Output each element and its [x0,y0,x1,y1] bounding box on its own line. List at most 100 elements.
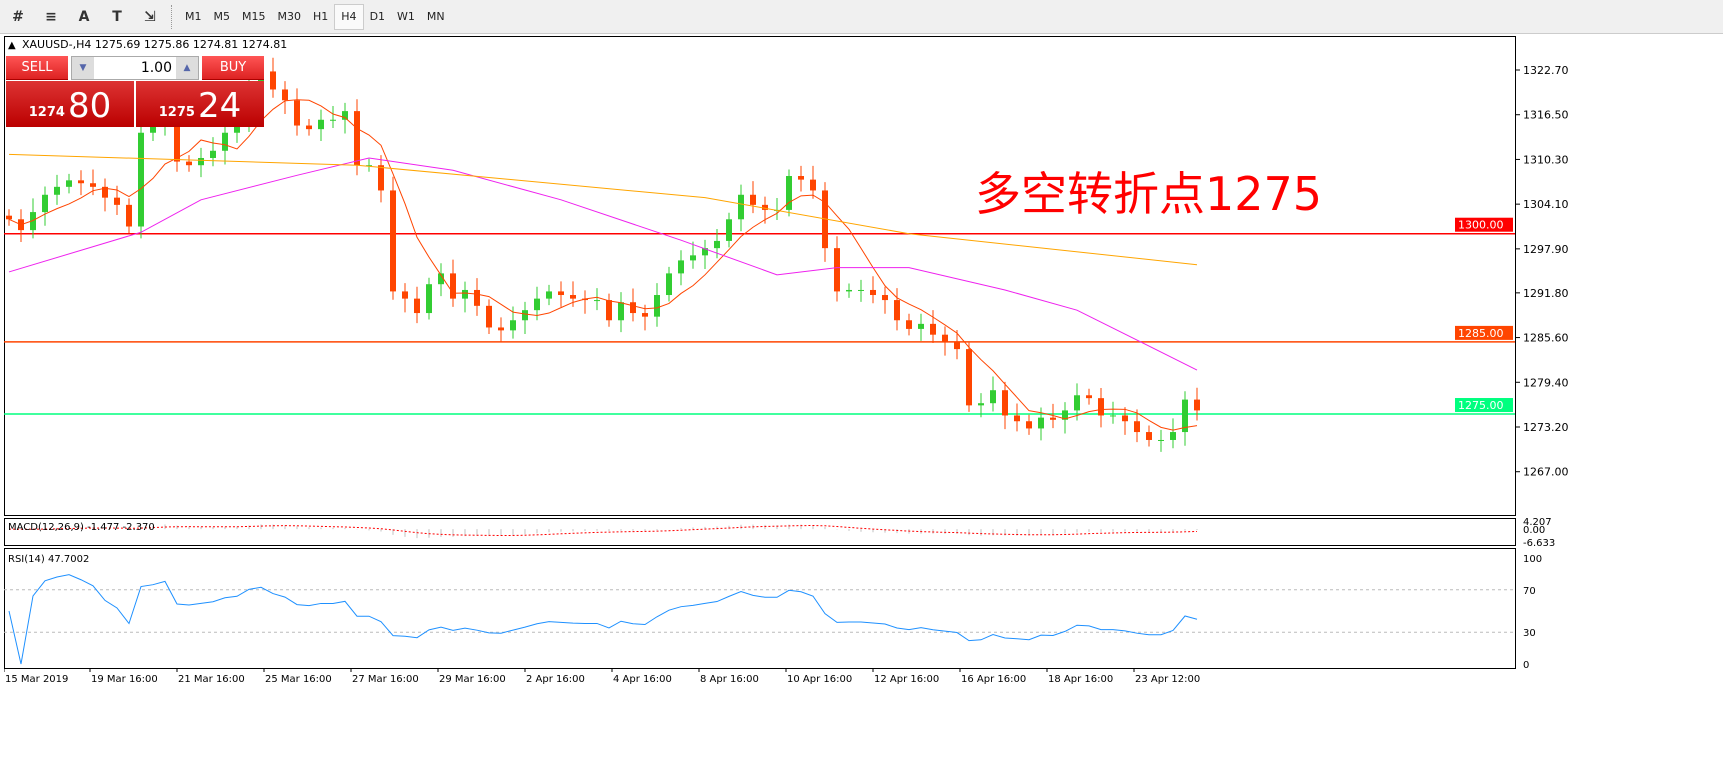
candle-body [930,323,936,335]
candle-body [594,300,600,302]
candle-body [1182,399,1188,433]
timeframe-m15[interactable]: M15 [242,10,266,23]
text-label-icon[interactable]: T [112,8,122,25]
price-tick-label: 1279.40 [1523,376,1569,389]
candle-body [498,327,504,331]
indicators-icon[interactable]: # [12,8,24,25]
timeframe-w1[interactable]: W1 [397,10,415,23]
time-tick-label: 25 Mar 16:00 [265,674,332,685]
time-tick-label: 27 Mar 16:00 [352,674,419,685]
sell-price-pips: 80 [67,86,112,126]
chart-window[interactable]: 1322.70 1316.50 1310.30 1304.10 1297.90 1291.… [3,36,1723,691]
timeframe-mn[interactable]: MN [426,10,445,23]
candle-body [918,323,924,329]
candle-body [114,197,120,205]
candle-body [942,334,948,342]
candle-body [1146,432,1152,440]
moving-average-fast [8,99,1198,431]
time-tick-label: 19 Mar 16:00 [91,674,158,685]
arrows-icon[interactable]: ⇲ [144,8,156,25]
buy-price-major: 1275 [158,105,195,120]
increase-lots-icon[interactable]: ▲ [176,57,198,79]
time-tick-label: 18 Apr 16:00 [1048,674,1113,685]
price-tick-label: 1310.30 [1523,153,1569,166]
text-icon[interactable]: A [78,8,90,25]
candle-body [630,302,636,314]
sell-price-major: 1274 [28,105,65,120]
candle-body [54,186,60,195]
price-label-bg [1455,217,1513,232]
candle-body [354,111,360,166]
candle-body [846,289,852,292]
lot-size-stepper[interactable]: ▼ 1.00 ▲ [71,56,199,80]
price-tick-label: 1304.10 [1523,198,1569,211]
macd-pane-border [4,518,1516,546]
price-tick-label: 1322.70 [1523,64,1569,77]
candle-body [378,165,384,191]
timeframe-h1[interactable]: H1 [313,10,329,23]
timeframe-h4[interactable]: H4 [334,3,364,30]
price-tick-label: 1316.50 [1523,109,1569,122]
candle-body [438,273,444,285]
timeframe-m5[interactable]: M5 [213,10,231,23]
candle-body [318,119,324,130]
candle-body [174,100,180,162]
lot-size-input[interactable]: 1.00 [94,57,176,79]
candle-body [858,289,864,291]
candle-body [66,180,72,187]
candle-body [390,190,396,292]
candle-body [1002,390,1008,416]
candle-body [882,295,888,301]
candle-body [678,260,684,274]
candle-body [102,186,108,198]
candle-body [1038,417,1044,429]
horizontal-line-label: 1300.00 [1458,219,1504,232]
candle-body [426,284,432,314]
timeframe-d1[interactable]: D1 [369,10,386,23]
candle-body [1026,421,1032,429]
candle-body [570,295,576,299]
candle-body [1170,432,1176,440]
candle-body [642,313,648,317]
candle-body [270,71,276,90]
fibonacci-icon[interactable]: ≡ [45,8,57,25]
candle-body [366,165,372,167]
macd-tick-label: 0.00 [1523,525,1545,536]
buy-price[interactable]: 1275 24 [136,81,264,127]
horizontal-line-label: 1275.00 [1458,399,1504,412]
candle-body [1086,395,1092,399]
candle-body [810,179,816,191]
candle-body [894,300,900,321]
candle-body [690,255,696,261]
candle-body [198,157,204,166]
decrease-lots-icon[interactable]: ▼ [72,57,94,79]
sell-button[interactable]: SELL [6,56,68,80]
price-label-bg [1455,398,1513,413]
price-tick-label: 1273.20 [1523,421,1569,434]
buy-button[interactable]: BUY [202,56,264,80]
candle-body [534,298,540,311]
chart-annotation: 多空转折点1275 [975,167,1323,221]
rsi-tick-label: 0 [1523,660,1529,671]
candle-body [210,150,216,158]
time-tick-label: 29 Mar 16:00 [439,674,506,685]
chart-canvas[interactable]: 1322.70 1316.50 1310.30 1304.10 1297.90 1291.… [3,36,1723,691]
rsi-line [8,574,1198,665]
candle-body [714,240,720,249]
triangle-icon: ▲ [8,40,16,51]
sell-price[interactable]: 1274 80 [6,81,134,127]
horizontal-line-label: 1285.00 [1458,327,1504,340]
candle-body [558,291,564,296]
candle-body [1098,398,1104,416]
timeframe-m30[interactable]: M30 [277,10,302,23]
timeframe-m1[interactable]: M1 [185,10,202,23]
chart-symbol-label: XAUUSD-,H4 1275.69 1275.86 1274.81 1274.… [22,38,287,51]
candle-body [6,215,12,220]
price-tick-label: 1285.60 [1523,332,1569,345]
time-tick-label: 16 Apr 16:00 [961,674,1026,685]
candle-body [78,180,84,184]
candle-body [666,273,672,296]
candle-body [522,310,528,321]
candle-body [1050,417,1056,420]
candle-body [342,111,348,120]
